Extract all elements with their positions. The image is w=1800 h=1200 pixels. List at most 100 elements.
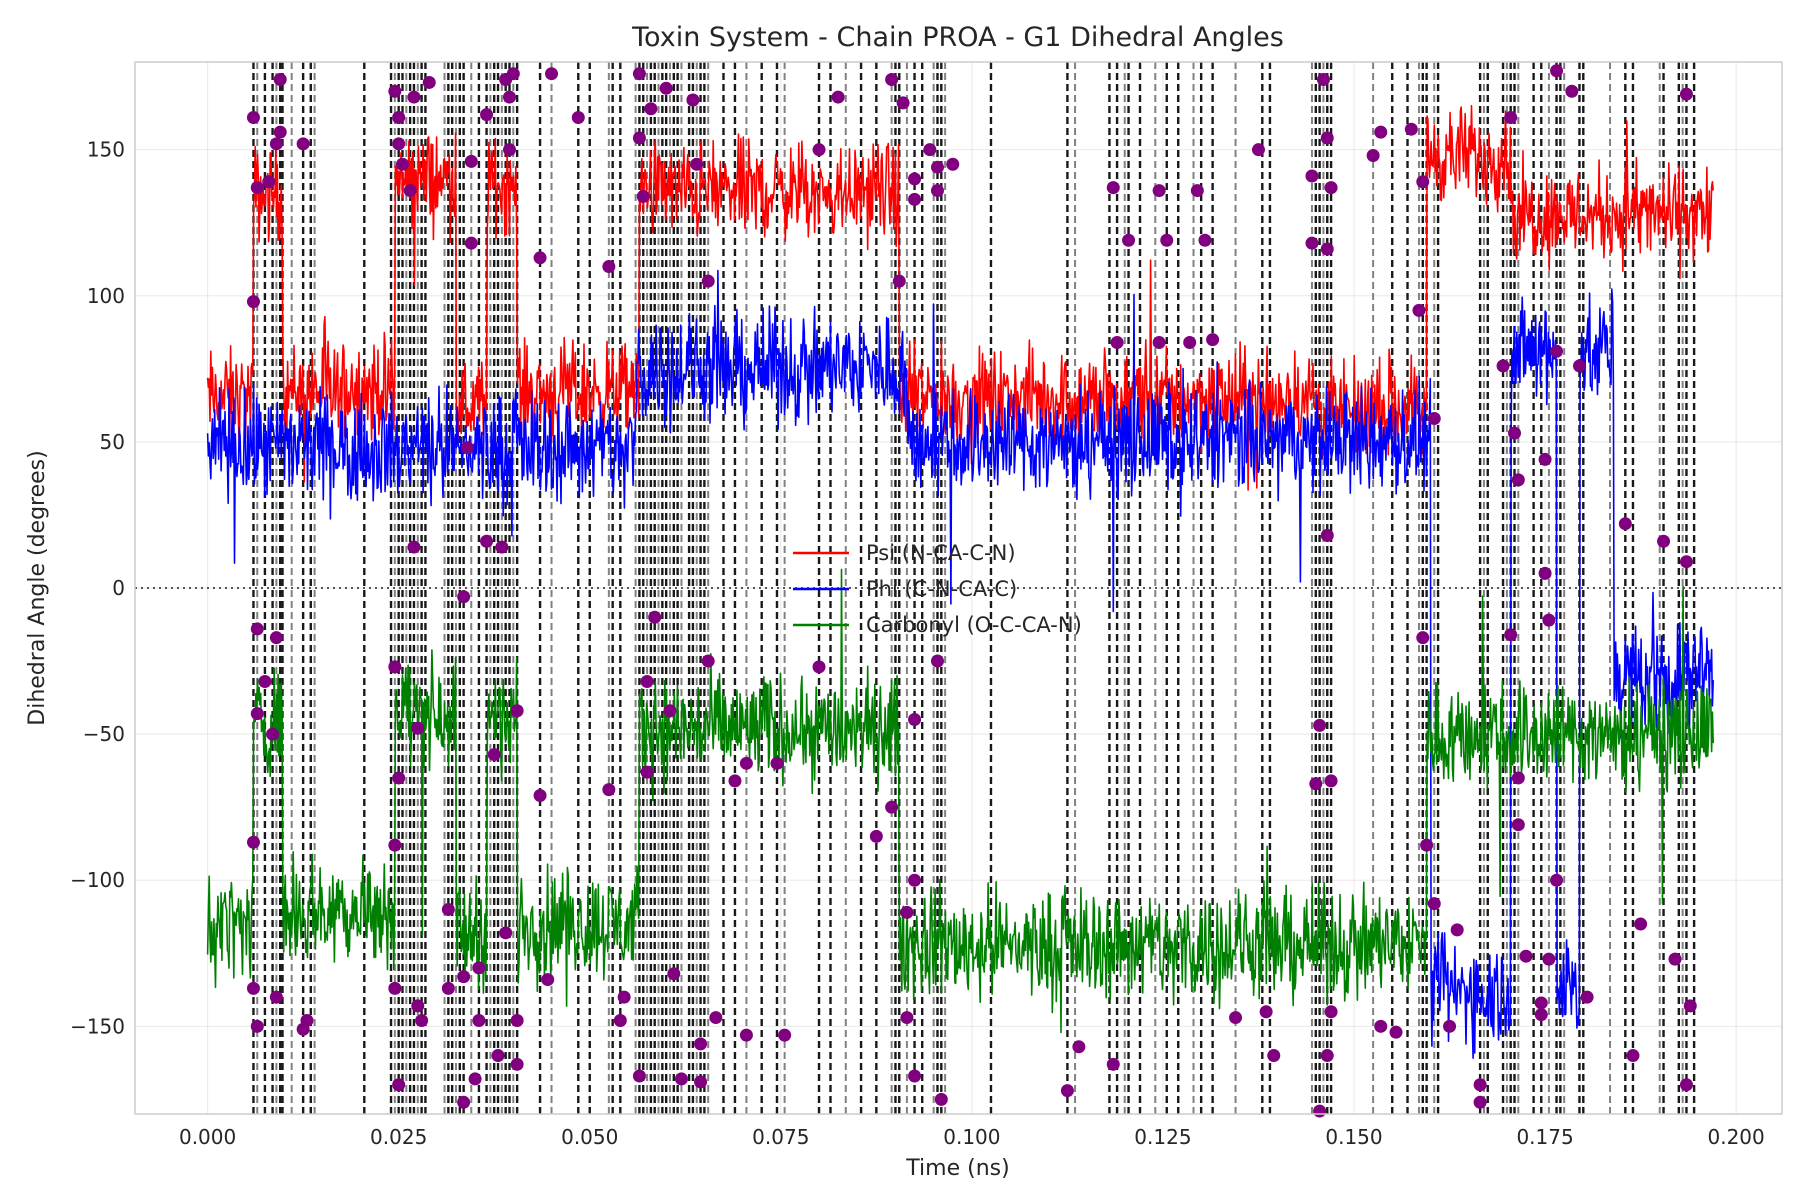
transition-point [1389, 1025, 1403, 1039]
transition-point [1060, 1084, 1074, 1098]
transition-point [472, 961, 486, 975]
transition-point [1072, 1040, 1086, 1054]
transition-point [1668, 952, 1682, 966]
transition-point [1504, 628, 1518, 642]
transition-point [246, 111, 260, 125]
transition-point [499, 926, 513, 940]
transition-point [1508, 426, 1522, 440]
transition-point [690, 157, 704, 171]
transition-point [663, 704, 677, 718]
transition-point [1427, 412, 1441, 426]
transition-point [930, 160, 944, 174]
transition-point [1206, 333, 1220, 347]
transition-point [1412, 303, 1426, 317]
transition-point [246, 835, 260, 849]
transition-point [1324, 181, 1338, 195]
transition-point [258, 675, 272, 689]
transition-point [602, 260, 616, 274]
transition-point [403, 184, 417, 198]
transition-point [1657, 534, 1671, 548]
transition-point [457, 590, 471, 604]
transition-point [728, 774, 742, 788]
axis-ticks: 0.000 0.025 0.050 0.075 0.100 0.125 0.150 0.175… [70, 138, 1765, 1149]
transition-point [632, 1069, 646, 1083]
transition-point [296, 1022, 310, 1036]
transition-point [636, 189, 650, 203]
transition-point [1183, 336, 1197, 350]
x-tick-label: 0.025 [370, 1125, 427, 1149]
transition-point [930, 184, 944, 198]
transition-point [694, 1037, 708, 1051]
transition-point [869, 829, 883, 843]
transition-point [1416, 175, 1430, 189]
transition-point [659, 81, 673, 95]
transition-point [908, 713, 922, 726]
transition-point [491, 1049, 505, 1063]
transition-point [923, 143, 937, 157]
legend: Psi (N-CA-C-N) Phi (C-N-CA-C) Carbonyl (… [793, 541, 1082, 637]
transition-point [896, 96, 910, 110]
transition-point [812, 660, 826, 674]
transition-point [262, 175, 276, 189]
transition-point [1259, 1005, 1273, 1019]
transition-point [502, 143, 516, 157]
transition-point [407, 540, 421, 554]
transition-point [388, 838, 402, 852]
transition-point [510, 1013, 524, 1027]
transition-point [411, 721, 425, 735]
legend-label-carbonyl: Carbonyl (O-C-CA-N) [866, 613, 1082, 637]
transition-point [1374, 125, 1388, 139]
transition-point [1580, 990, 1594, 1004]
transition-point [460, 441, 474, 455]
series-line-0 [206, 104, 1714, 491]
transition-point [946, 157, 960, 171]
transition-point [502, 90, 516, 104]
transition-point [411, 999, 425, 1013]
transition-point [885, 800, 899, 814]
transition-point [441, 981, 455, 995]
transition-point [686, 93, 700, 107]
transition-point [246, 981, 260, 995]
transition-point [415, 1013, 429, 1027]
transition-point [269, 631, 283, 645]
transition-point [495, 540, 509, 554]
transition-point [831, 90, 845, 104]
x-tick-label: 0.175 [1516, 1125, 1573, 1149]
transition-point [1618, 517, 1632, 531]
transition-point [739, 756, 753, 770]
transition-point [1267, 1049, 1281, 1063]
transition-point [1110, 336, 1124, 350]
legend-label-psi: Psi (N-CA-C-N) [866, 541, 1016, 565]
transition-point [812, 143, 826, 157]
transition-point [640, 765, 654, 779]
transition-point [1316, 73, 1330, 87]
transition-point [1679, 555, 1693, 569]
transition-point [1504, 111, 1518, 125]
transition-point [480, 108, 494, 122]
transition-point [250, 707, 264, 721]
transition-point [1519, 949, 1533, 963]
transition-point [266, 727, 280, 741]
transition-point [892, 274, 906, 288]
transition-point [934, 1092, 948, 1106]
transition-point [273, 73, 287, 87]
transition-point [1420, 838, 1434, 852]
transition-point [269, 137, 283, 151]
transition-point [667, 967, 681, 981]
y-axis-label: Dihedral Angle (degrees) [25, 450, 50, 725]
x-tick-label: 0.150 [1325, 1125, 1382, 1149]
x-axis-label: Time (ns) [905, 1156, 1009, 1181]
transition-point [480, 534, 494, 548]
transition-point [1309, 777, 1323, 791]
transition-point [441, 902, 455, 916]
x-tick-label: 0.050 [561, 1125, 618, 1149]
transition-point [388, 660, 402, 674]
transition-point [1450, 923, 1464, 937]
y-tick-label: 0 [112, 576, 125, 600]
transition-point [1427, 897, 1441, 911]
transition-point [1152, 336, 1166, 350]
transition-point [269, 990, 283, 1004]
transition-point [1313, 1104, 1327, 1118]
series-lines [206, 104, 1714, 1059]
